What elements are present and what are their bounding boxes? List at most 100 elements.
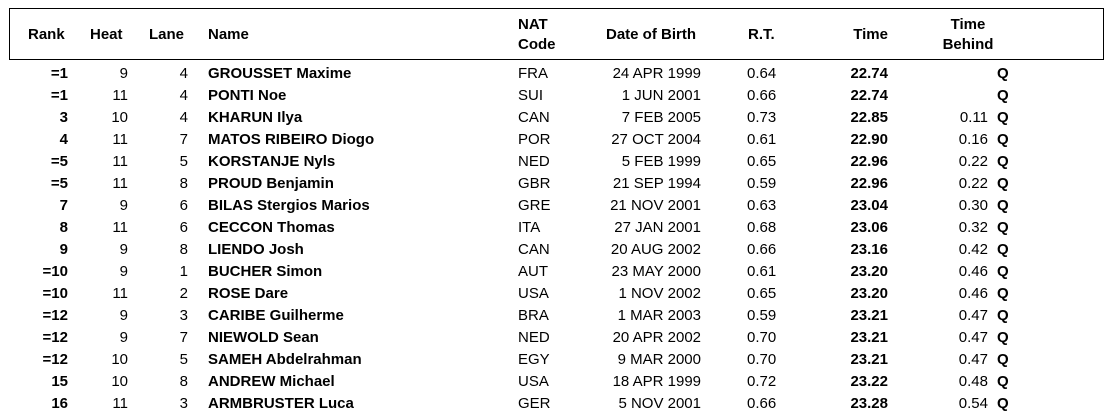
- athlete-name: NIEWOLD Sean: [208, 329, 319, 346]
- rank-cell: =5: [50, 153, 68, 170]
- rank-cell: =12: [42, 307, 68, 324]
- time-behind: 0.22: [958, 153, 988, 170]
- heat-cell: 9: [119, 241, 128, 258]
- nat-code: NED: [518, 153, 550, 170]
- lane-cell: 5: [179, 351, 188, 368]
- qualified-mark: Q: [997, 373, 1009, 390]
- time-behind: 0.30: [958, 197, 988, 214]
- reaction-time: 0.66: [747, 395, 777, 412]
- nat-code: CAN: [518, 109, 550, 126]
- heat-cell: 10: [111, 109, 128, 126]
- table-row: 3 10 4 KHARUN Ilya CAN 7 FEB 2005 0.73 22.85 0.1…: [0, 107, 1117, 129]
- lane-cell: 6: [179, 197, 188, 214]
- reaction-time: 0.68: [747, 219, 777, 236]
- rank-cell: =12: [42, 351, 68, 368]
- table-row: =10 11 2 ROSE Dare USA 1 NOV 2002 0.65 23.20 0.4…: [0, 283, 1117, 305]
- time-behind: 0.48: [958, 373, 988, 390]
- lane-cell: 1: [179, 263, 188, 280]
- time-behind: 0.32: [958, 219, 988, 236]
- time-behind: 0.54: [958, 395, 988, 412]
- qualified-mark: Q: [997, 197, 1009, 214]
- reaction-time: 0.61: [747, 131, 777, 148]
- table-row: 16 11 3 ARMBRUSTER Luca GER 5 NOV 2001 0.66 23.…: [0, 393, 1117, 415]
- time-header: Time: [853, 26, 888, 43]
- reaction-time: 0.70: [747, 351, 777, 368]
- time-cell: 23.28: [850, 395, 888, 412]
- rank-cell: =10: [42, 285, 68, 302]
- behind-header-line2: Behind: [942, 36, 994, 53]
- heat-cell: 9: [119, 197, 128, 214]
- qualified-mark: Q: [997, 351, 1009, 368]
- heat-cell: 9: [119, 329, 128, 346]
- time-behind: 0.47: [958, 329, 988, 346]
- athlete-name: SAMEH Abdelrahman: [208, 351, 362, 368]
- table-row: 9 9 8 LIENDO Josh CAN 20 AUG 2002 0.66 23.16 0.4…: [0, 239, 1117, 261]
- lane-cell: 7: [179, 131, 188, 148]
- athlete-name: LIENDO Josh: [208, 241, 304, 258]
- reaction-time: 0.61: [747, 263, 777, 280]
- results-header: [9, 8, 1104, 60]
- rank-cell: 15: [51, 373, 68, 390]
- athlete-name: ANDREW Michael: [208, 373, 335, 390]
- qualified-mark: Q: [997, 285, 1009, 302]
- time-behind: 0.16: [958, 131, 988, 148]
- time-cell: 23.21: [850, 307, 888, 324]
- heat-header: Heat: [90, 26, 123, 43]
- table-row: =10 9 1 BUCHER Simon AUT 23 MAY 2000 0.61 23.20…: [0, 261, 1117, 283]
- reaction-time: 0.59: [747, 175, 777, 192]
- nat-code: EGY: [518, 351, 550, 368]
- date-of-birth: 9 MAR 2000: [617, 351, 701, 368]
- results-table: =1 9 4 GROUSSET Maxime FRA 24 APR 1999 0.64 22.…: [0, 63, 1117, 415]
- lane-cell: 7: [179, 329, 188, 346]
- heat-cell: 11: [112, 285, 128, 302]
- qualified-mark: Q: [997, 175, 1009, 192]
- table-row: =1 11 4 PONTI Noe SUI 1 JUN 2001 0.66 22.74 Q: [0, 85, 1117, 107]
- athlete-name: BILAS Stergios Marios: [208, 197, 370, 214]
- table-row: =12 10 5 SAMEH Abdelrahman EGY 9 MAR 2000 0.70…: [0, 349, 1117, 371]
- date-of-birth: 1 JUN 2001: [621, 87, 701, 104]
- time-behind: 0.47: [958, 351, 988, 368]
- rank-cell: 7: [59, 197, 68, 214]
- rank-cell: 8: [59, 219, 68, 236]
- heat-cell: 11: [112, 219, 128, 236]
- time-cell: 23.22: [850, 373, 888, 390]
- rt-header: R.T.: [748, 26, 775, 43]
- date-of-birth: 21 SEP 1994: [612, 175, 701, 192]
- nat-code: POR: [518, 131, 551, 148]
- nat-code: GER: [518, 395, 551, 412]
- date-of-birth: 5 FEB 1999: [621, 153, 701, 170]
- table-row: 15 10 8 ANDREW Michael USA 18 APR 1999 0.72 23.…: [0, 371, 1117, 393]
- heat-cell: 11: [112, 395, 128, 412]
- date-of-birth: 1 MAR 2003: [617, 307, 701, 324]
- reaction-time: 0.70: [747, 329, 777, 346]
- rank-header: Rank: [28, 26, 65, 43]
- rank-cell: 4: [59, 131, 68, 148]
- time-cell: 23.21: [850, 329, 888, 346]
- athlete-name: MATOS RIBEIRO Diogo: [208, 131, 375, 148]
- heat-cell: 11: [112, 175, 128, 192]
- heat-cell: 9: [119, 65, 128, 82]
- time-cell: 23.21: [850, 351, 888, 368]
- nat-code: USA: [518, 285, 549, 302]
- nat-code: ITA: [518, 219, 541, 236]
- table-row: 8 11 6 CECCON Thomas ITA 27 JAN 2001 0.68 23.06…: [0, 217, 1117, 239]
- time-behind: 0.47: [958, 307, 988, 324]
- time-cell: 23.20: [850, 285, 888, 302]
- qualified-mark: Q: [997, 131, 1009, 148]
- reaction-time: 0.65: [747, 153, 777, 170]
- rank-cell: =1: [50, 65, 68, 82]
- time-behind: 0.46: [958, 263, 988, 280]
- date-of-birth: 18 APR 1999: [612, 373, 701, 390]
- lane-cell: 4: [179, 109, 188, 126]
- lane-cell: 3: [179, 307, 188, 324]
- athlete-name: BUCHER Simon: [208, 263, 323, 280]
- rank-cell: 3: [59, 109, 68, 126]
- qualified-mark: Q: [997, 307, 1009, 324]
- lane-cell: 8: [179, 241, 188, 258]
- qualified-mark: Q: [997, 109, 1009, 126]
- time-behind: 0.46: [958, 285, 988, 302]
- rank-cell: =12: [42, 329, 68, 346]
- time-cell: 22.74: [850, 65, 888, 82]
- rank-cell: =10: [42, 263, 68, 280]
- nat-code: BRA: [518, 307, 549, 324]
